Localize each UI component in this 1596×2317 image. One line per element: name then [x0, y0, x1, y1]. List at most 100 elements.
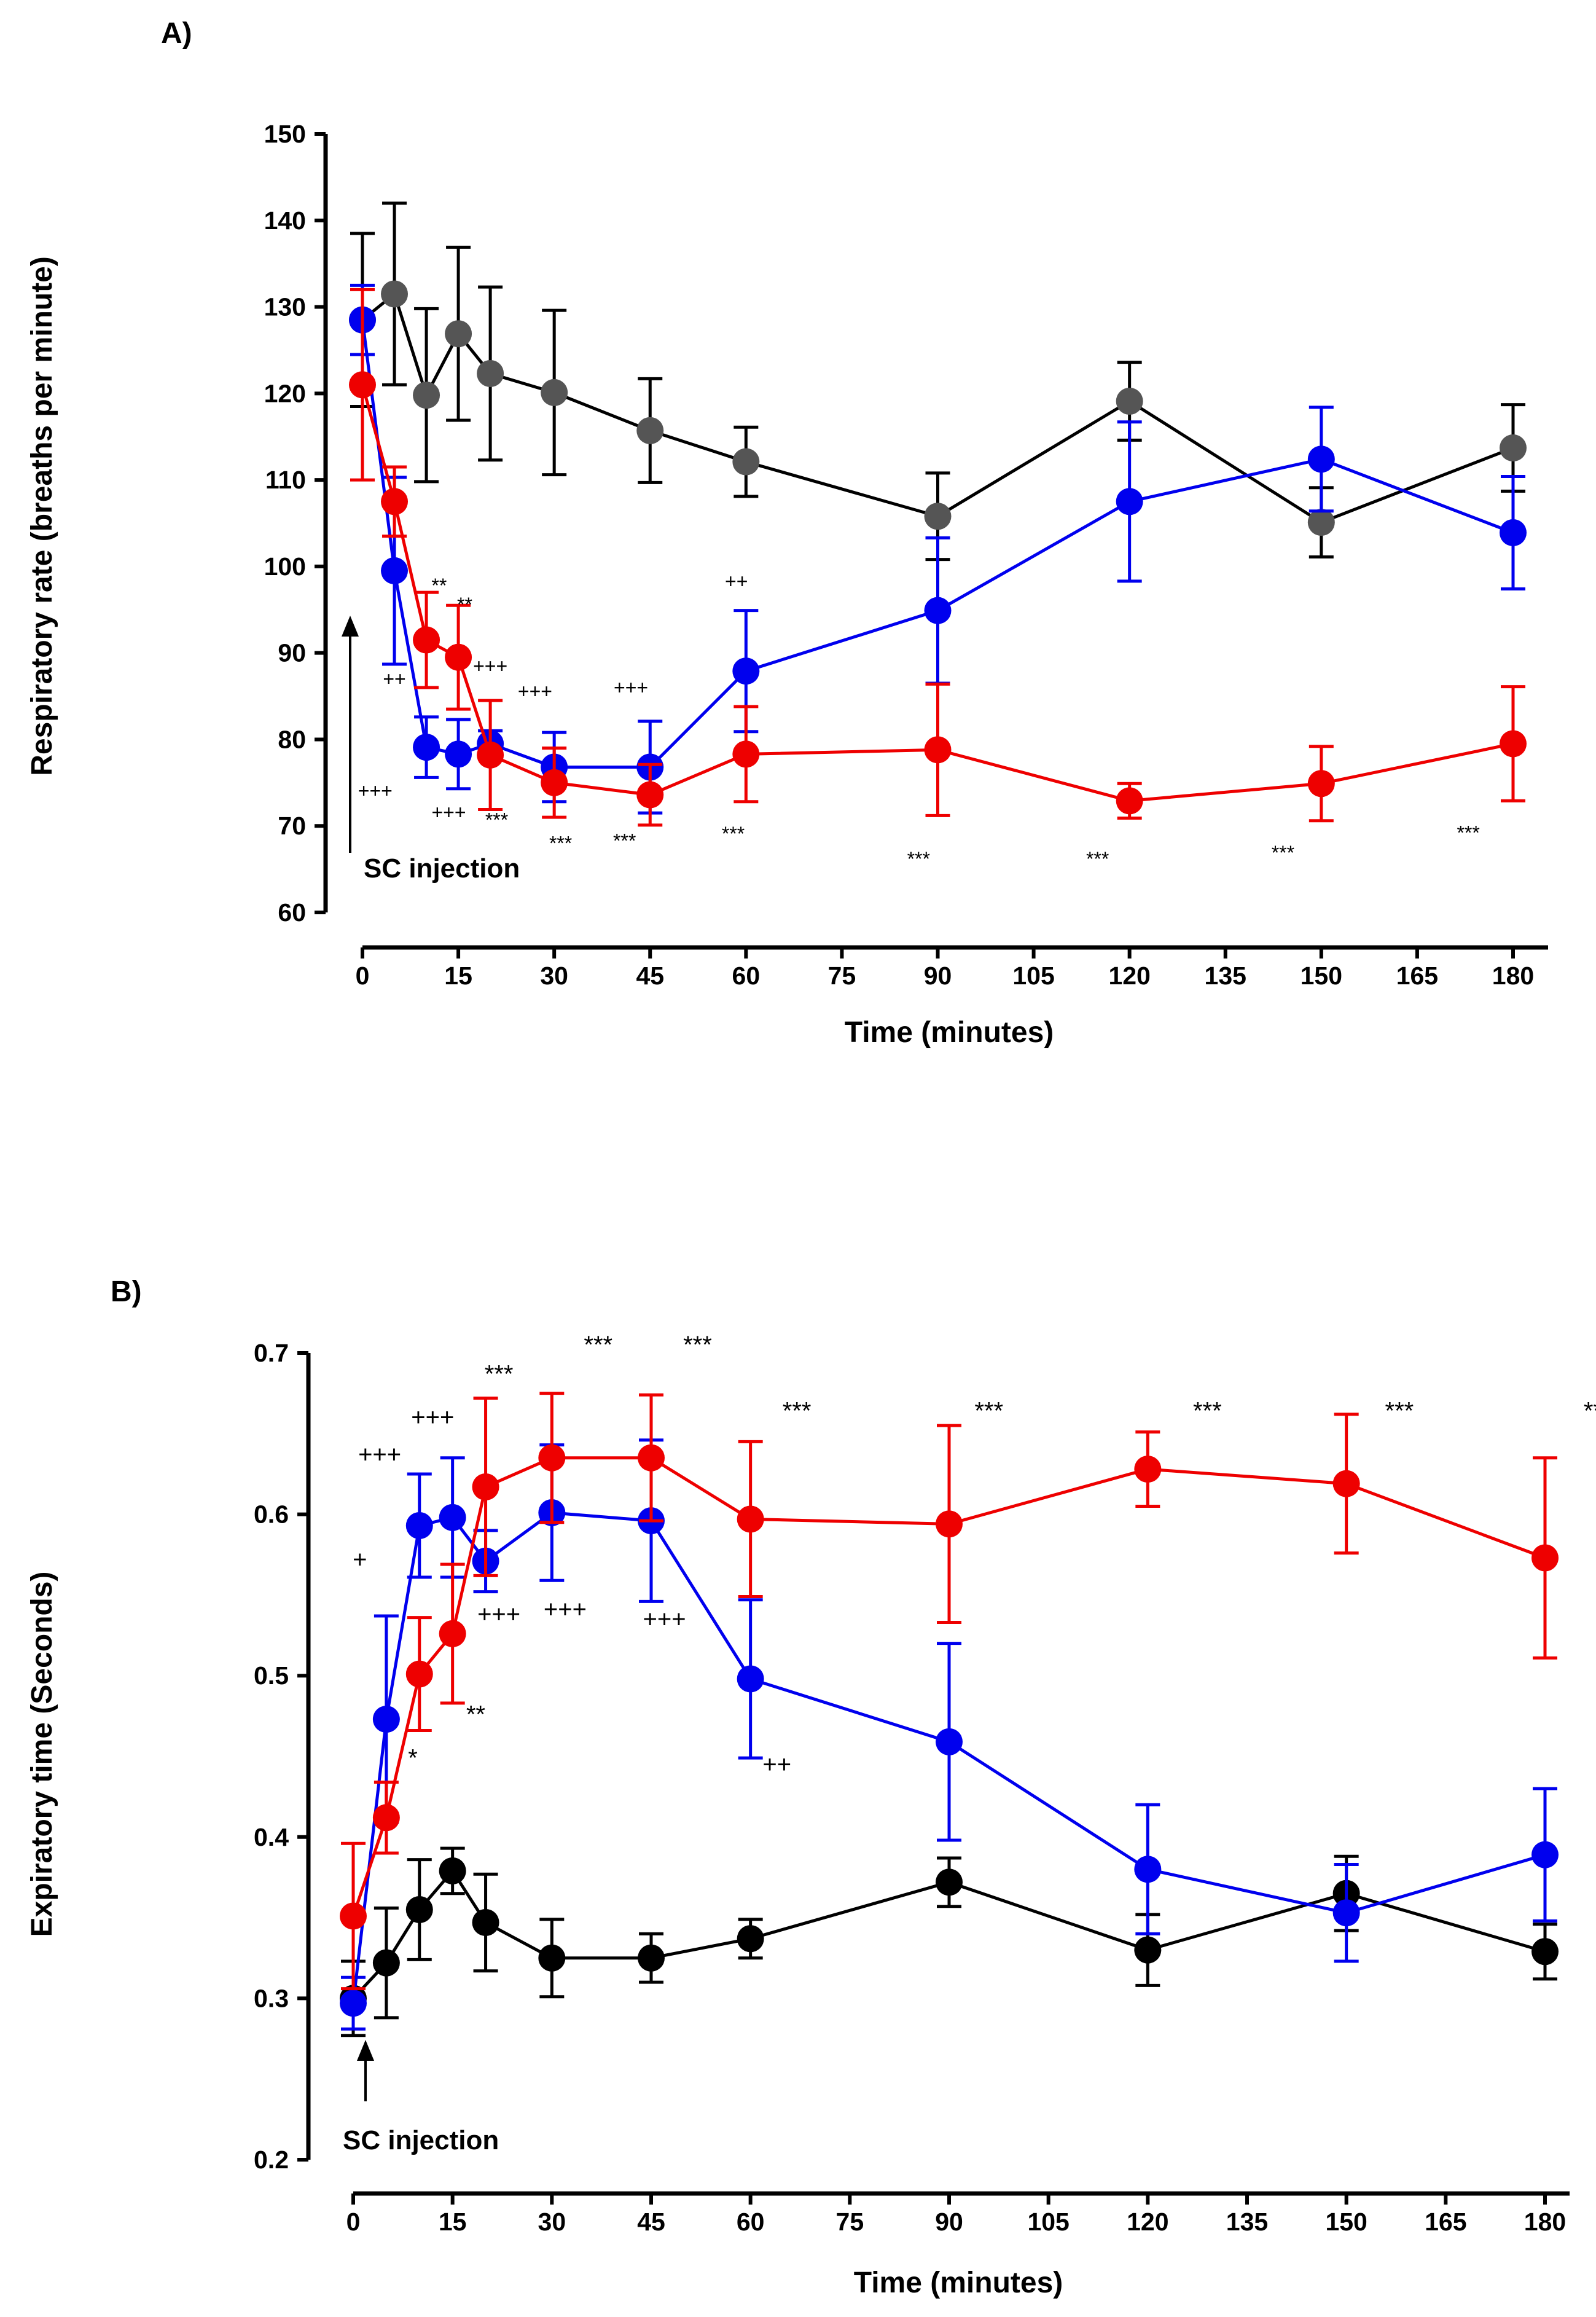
y-tick-label: 130 [264, 293, 306, 321]
data-point [1332, 1470, 1360, 1497]
data-point [636, 417, 664, 444]
significance-marker: +++ [477, 1601, 520, 1628]
data-point [1307, 770, 1335, 798]
x-tick-label: 120 [1108, 962, 1150, 990]
significance-marker: + [353, 1546, 367, 1573]
x-tick-label: 165 [1425, 2208, 1466, 2236]
significance-marker: ++ [762, 1751, 791, 1778]
data-point [405, 1511, 433, 1539]
axes-b: 0.2 0.3 0.4 0.5 0.6 0.7 0 15 30 45 60 75 90 105 120 135… [254, 1339, 1570, 2236]
x-tick-label: 165 [1396, 962, 1438, 990]
data-point [477, 741, 504, 769]
x-tick-label: 120 [1127, 2208, 1168, 2236]
significance-marker: ++ [725, 570, 748, 592]
data-point [541, 378, 568, 406]
data-point [372, 1706, 400, 1733]
data-point [349, 371, 376, 399]
x-tick-label: 60 [732, 962, 761, 990]
x-axis-title-b: Time (minutes) [854, 2267, 1063, 2299]
significance-marker: *** [1457, 822, 1479, 844]
panel-label-b: B) [111, 1276, 142, 1308]
data-point [737, 1505, 764, 1533]
series-layer-a [349, 202, 1527, 827]
series-control [340, 1846, 1559, 2037]
data-point [372, 1949, 400, 1977]
significance-marker: *** [1086, 848, 1109, 870]
data-point [1134, 1936, 1162, 1964]
data-point [413, 382, 440, 409]
x-tick-label: 150 [1301, 962, 1342, 990]
y-tick-label: 0.2 [254, 2146, 289, 2174]
data-point [737, 1925, 764, 1953]
x-tick-label: 90 [924, 962, 952, 990]
data-point [732, 657, 760, 685]
x-tick-label: 135 [1226, 2208, 1268, 2236]
significance-marker: * [408, 1744, 418, 1771]
injection-label-b: SC injection [343, 2125, 499, 2155]
series-control [349, 202, 1527, 562]
significance-marker: *** [1385, 1398, 1414, 1425]
significance-marker: *** [1193, 1398, 1222, 1425]
data-point [924, 736, 952, 764]
significance-marker: *** [613, 829, 636, 852]
y-tick-label: 120 [264, 379, 306, 407]
x-tick-label: 75 [836, 2208, 864, 2236]
y-tick-label: 0.5 [254, 1661, 289, 1690]
y-tick-label: 0.6 [254, 1500, 289, 1529]
data-point [1332, 1899, 1360, 1927]
x-tick-label: 45 [636, 962, 664, 990]
data-point [1134, 1456, 1162, 1483]
panel-b: B) Expiratory time (Seconds) Time (minut… [26, 1276, 1596, 2299]
data-point [1500, 434, 1527, 462]
series-line [351, 1456, 1546, 1917]
series-line [351, 1511, 1546, 2004]
x-tick-label: 135 [1205, 962, 1246, 990]
significance-marker: *** [485, 809, 508, 831]
data-point [439, 1504, 466, 1531]
injection-arrow-a [342, 616, 359, 853]
significance-marker: +++ [358, 1441, 401, 1468]
y-tick-label: 0.7 [254, 1339, 289, 1367]
data-point [737, 1665, 764, 1693]
data-point [439, 1857, 466, 1884]
data-point [340, 1902, 367, 1930]
data-point [1116, 388, 1143, 415]
data-point [413, 626, 440, 654]
data-point [381, 557, 409, 584]
y-tick-label: 0.3 [254, 1984, 289, 2012]
significance-marker: ** [457, 594, 472, 616]
x-tick-label: 0 [346, 2208, 361, 2236]
significance-marker: ** [431, 574, 447, 597]
x-tick-label: 0 [356, 962, 370, 990]
series-line [361, 384, 1514, 802]
x-tick-label: 45 [637, 2208, 665, 2236]
data-point [381, 488, 409, 516]
x-tick-label: 90 [935, 2208, 963, 2236]
data-point [1307, 509, 1335, 536]
significance-marker: +++ [614, 676, 648, 699]
data-point [638, 1444, 665, 1472]
data-point [732, 740, 760, 768]
significance-marker: +++ [518, 680, 552, 702]
significance-marker: +++ [431, 801, 466, 823]
significance-marker: *** [1272, 842, 1294, 864]
significance-marker: +++ [544, 1596, 587, 1623]
data-point [924, 597, 952, 624]
x-tick-label: 15 [439, 2208, 467, 2236]
data-point [1134, 1856, 1162, 1883]
data-point [1307, 445, 1335, 473]
data-point [1531, 1938, 1559, 1966]
significance-marker: *** [907, 848, 930, 870]
y-tick-label: 60 [278, 898, 306, 927]
y-tick-label: 140 [264, 206, 306, 235]
panel-a: A) Respiratory rate (breaths per minute)… [26, 17, 1548, 1049]
injection-label-a: SC injection [364, 853, 520, 884]
data-point [936, 1868, 963, 1896]
x-axis-title-a: Time (minutes) [845, 1016, 1054, 1049]
x-tick-label: 180 [1524, 2208, 1566, 2236]
significance-marker: *** [485, 1360, 514, 1387]
series-red [349, 288, 1527, 827]
significance-marker: +++ [473, 655, 507, 677]
y-axis-title-b: Expiratory time (Seconds) [26, 1572, 58, 1937]
